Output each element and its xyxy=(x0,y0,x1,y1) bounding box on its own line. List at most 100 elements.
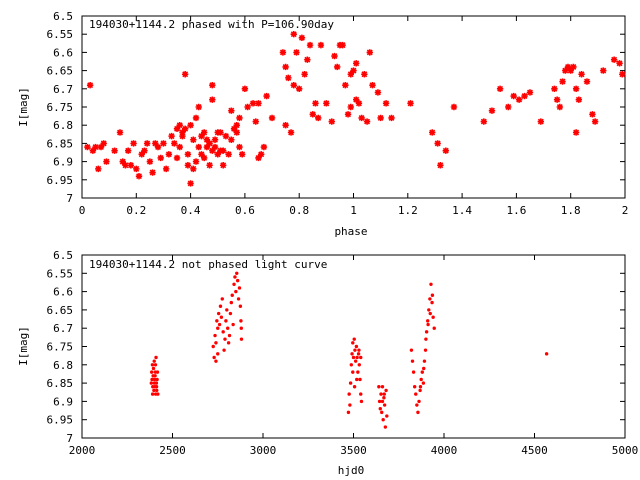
raw-plot-xtick-label: 3500 xyxy=(340,444,367,457)
phased-plot-point xyxy=(165,151,173,158)
phased-plot-ytick-label: 7 xyxy=(66,192,73,205)
phased-plot-point xyxy=(374,89,382,96)
raw-plot-point xyxy=(417,399,421,404)
phased-plot-point xyxy=(84,143,91,151)
phased-plot-point xyxy=(184,151,192,158)
raw-plot-point xyxy=(359,399,364,404)
raw-plot-point xyxy=(149,370,154,374)
phased-plot-point xyxy=(124,147,132,154)
phased-plot-point xyxy=(181,125,189,133)
phased-plot-point xyxy=(146,158,154,165)
raw-plot-point xyxy=(410,359,415,363)
phased-plot-point xyxy=(556,103,564,111)
phased-plot-point xyxy=(149,169,156,176)
phased-plot-point xyxy=(570,63,577,71)
phased-plot-point xyxy=(510,92,517,100)
phased-plot-point xyxy=(334,63,341,71)
raw-plot-point xyxy=(150,363,155,367)
phased-plot-point xyxy=(195,143,202,151)
phased-plot-point xyxy=(263,92,270,100)
phased-plot-point xyxy=(515,96,523,103)
phased-plot-point xyxy=(138,151,145,158)
phased-plot-point xyxy=(526,89,534,96)
phased-plot-point xyxy=(173,154,181,162)
raw-plot-point xyxy=(415,403,419,407)
raw-plot-point xyxy=(233,275,237,279)
raw-plot-point xyxy=(422,366,426,371)
raw-plot-point xyxy=(348,403,352,407)
phased-plot-point xyxy=(377,114,384,122)
raw-plot-point xyxy=(356,370,360,374)
raw-plot-point xyxy=(416,410,420,415)
phased-plot-point xyxy=(282,122,289,129)
raw-plot-point xyxy=(152,381,157,385)
raw-plot-point xyxy=(382,403,387,407)
raw-plot-point xyxy=(432,326,436,330)
phased-plot-point xyxy=(358,114,365,122)
raw-plot-point xyxy=(230,293,234,297)
raw-plot-point xyxy=(385,414,389,418)
phased-plot-point xyxy=(241,85,249,92)
raw-plot-point xyxy=(229,300,234,305)
raw-plot-point xyxy=(149,381,154,385)
phased-plot-point xyxy=(344,111,352,118)
phased-plot-point xyxy=(619,71,626,78)
phased-plot-point xyxy=(600,67,607,74)
phased-plot-ytick-label: 6.75 xyxy=(47,101,74,114)
raw-plot-point xyxy=(427,308,431,312)
phased-plot-point xyxy=(572,85,580,92)
raw-plot-points xyxy=(149,271,549,429)
raw-plot-point xyxy=(217,322,222,327)
raw-plot-point xyxy=(155,370,160,374)
phased-plot-point xyxy=(160,140,167,147)
raw-plot-point xyxy=(357,348,361,352)
raw-plot-point xyxy=(412,385,417,389)
phased-plot-ytick-label: 6.9 xyxy=(53,156,73,169)
phased-plot-point xyxy=(135,172,143,180)
phased-plot-point xyxy=(429,129,436,136)
raw-plot-point xyxy=(154,355,158,360)
phased-plot-point xyxy=(616,60,623,67)
phased-plot-point xyxy=(257,151,265,158)
phased-plot-point xyxy=(361,71,368,78)
phased-plot-title: 194030+1144.2 phased with P=106.90day xyxy=(89,18,334,31)
raw-plot-point xyxy=(218,304,223,308)
phased-plot-point xyxy=(353,60,360,67)
phased-plot-ylabel: I[mag] xyxy=(17,87,30,127)
raw-plot-point xyxy=(156,392,160,396)
raw-plot-point xyxy=(381,418,385,422)
phased-plot-point xyxy=(309,111,316,118)
raw-plot-frame xyxy=(81,254,626,439)
raw-plot-xtick-label: 3000 xyxy=(250,444,277,457)
raw-plot-point xyxy=(239,319,243,323)
raw-plot-ytick-label: 6.95 xyxy=(47,414,74,427)
phased-plot-point xyxy=(382,100,390,107)
phased-plot-point xyxy=(179,132,186,140)
phased-plot-point xyxy=(437,162,444,169)
phased-plot-xtick-label: 0.8 xyxy=(289,204,309,217)
raw-plot-point xyxy=(214,359,218,363)
phased-plot-point xyxy=(255,154,262,162)
phased-plot-point xyxy=(127,162,135,169)
phased-plot-point xyxy=(572,129,580,136)
raw-plot-point xyxy=(379,392,383,396)
phased-plot-point xyxy=(255,100,262,107)
phased-plot-point xyxy=(176,122,183,129)
phased-plot-point xyxy=(222,132,230,140)
phased-plot-ytick-label: 6.95 xyxy=(47,174,74,187)
raw-plot-point xyxy=(153,374,157,378)
raw-plot-point xyxy=(214,341,218,345)
phased-plot-point xyxy=(480,118,488,125)
raw-plot-point xyxy=(411,370,416,374)
raw-plot-point xyxy=(231,322,235,327)
phased-plot-point xyxy=(290,81,297,89)
raw-plot-point xyxy=(154,385,159,389)
raw-plot-ytick-label: 6.6 xyxy=(53,286,73,299)
phased-plot-point xyxy=(230,125,238,133)
raw-plot-point xyxy=(216,326,220,330)
phased-plot-point xyxy=(173,125,181,133)
phased-plot-point xyxy=(195,103,202,111)
raw-plot-point xyxy=(422,359,427,363)
raw-plot-point xyxy=(224,319,228,323)
